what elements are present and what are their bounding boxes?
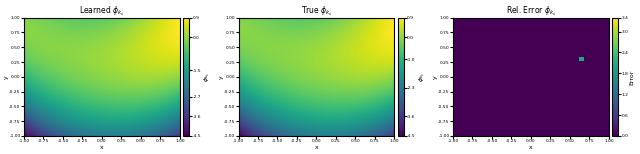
Y-axis label: y: y — [4, 75, 9, 79]
Title: True $\phi_{k_s}$: True $\phi_{k_s}$ — [301, 4, 332, 18]
Title: Rel. Error $\phi_{k_s}$: Rel. Error $\phi_{k_s}$ — [506, 4, 556, 18]
Y-axis label: Error: Error — [630, 69, 635, 85]
Title: Learned $\phi_{k_s}$: Learned $\phi_{k_s}$ — [79, 4, 125, 18]
Y-axis label: y: y — [433, 75, 438, 79]
Y-axis label: $\phi_{k_s}$: $\phi_{k_s}$ — [203, 72, 212, 82]
X-axis label: x: x — [100, 145, 104, 150]
Y-axis label: y: y — [219, 75, 223, 79]
X-axis label: x: x — [529, 145, 533, 150]
Y-axis label: $\phi_{k_s}$: $\phi_{k_s}$ — [417, 72, 427, 82]
X-axis label: x: x — [315, 145, 318, 150]
